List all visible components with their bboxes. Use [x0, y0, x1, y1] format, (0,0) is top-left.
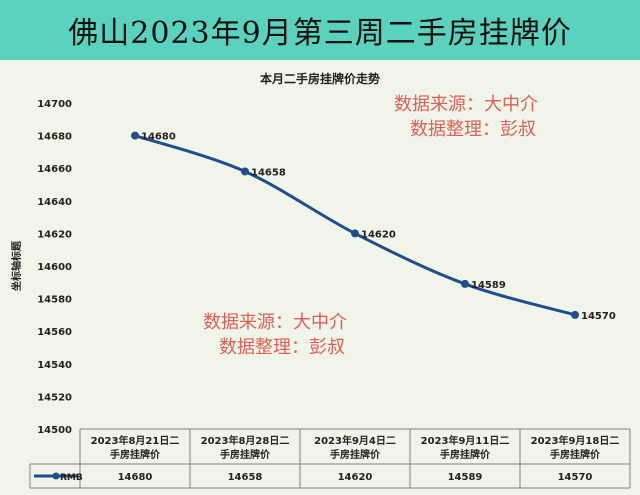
data-label: 14680: [141, 132, 176, 143]
category-label: 2023年9月11日二手房挂牌价: [421, 434, 510, 461]
y-tick-label: 14580: [37, 295, 72, 306]
watermark-source: 数据来源：大中介: [203, 312, 347, 333]
watermark-middle: 数据来源：大中介 数据整理：彭叔: [203, 310, 347, 360]
chart-area: [0, 60, 640, 495]
watermark-editor: 数据整理：彭叔: [219, 337, 345, 358]
category-label: 2023年9月4日二手房挂牌价: [314, 434, 396, 461]
data-point: [461, 279, 469, 288]
y-tick-label: 14660: [37, 164, 72, 175]
y-tick-label: 14620: [37, 229, 72, 240]
y-tick-label: 14500: [37, 425, 72, 436]
chart-title: 本月二手房挂牌价走势: [260, 71, 380, 86]
y-axis-title: 坐标轴标题: [10, 240, 23, 291]
data-point: [131, 131, 139, 140]
data-label: 14589: [471, 280, 506, 291]
data-point: [571, 310, 579, 319]
y-tick-label: 14560: [37, 327, 72, 338]
y-tick-label: 14540: [37, 360, 72, 371]
data-label: 14658: [251, 167, 286, 178]
data-point: [241, 167, 249, 176]
y-tick-label: 14600: [37, 262, 72, 273]
series-line: [134, 134, 576, 317]
data-label: 14570: [581, 311, 616, 322]
watermark-top: 数据来源：大中介 数据整理：彭叔: [394, 92, 538, 142]
y-tick-label: 14640: [37, 197, 72, 208]
y-tick-label: 14700: [37, 99, 72, 110]
category-label: 2023年9月18日二手房挂牌价: [531, 434, 620, 461]
series-name: RMB: [60, 473, 83, 483]
y-tick-label: 14520: [37, 392, 72, 403]
banner-title: 佛山2023年9月第三周二手房挂牌价: [68, 16, 572, 51]
title-banner: 佛山2023年9月第三周二手房挂牌价: [0, 0, 640, 60]
watermark-editor: 数据整理：彭叔: [410, 119, 536, 140]
data-table-value: 14680: [118, 472, 153, 483]
data-table-value: 14658: [228, 472, 263, 483]
y-tick-label: 14680: [37, 132, 72, 143]
data-point: [351, 229, 359, 238]
data-table-value: 14589: [448, 472, 483, 483]
data-table-value: 14620: [338, 472, 373, 483]
category-label: 2023年8月28日二手房挂牌价: [201, 434, 290, 461]
watermark-source: 数据来源：大中介: [394, 94, 538, 115]
category-label: 2023年8月21日二手房挂牌价: [91, 434, 180, 461]
legend-marker: [52, 472, 60, 480]
data-table-value: 14570: [558, 472, 593, 483]
data-label: 14620: [361, 229, 396, 240]
